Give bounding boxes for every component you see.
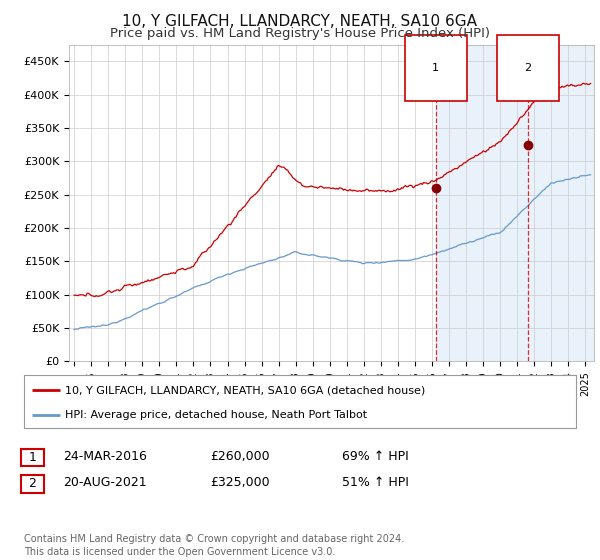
Bar xyxy=(436,45,594,361)
Text: Price paid vs. HM Land Registry's House Price Index (HPI): Price paid vs. HM Land Registry's House … xyxy=(110,27,490,40)
Text: HPI: Average price, detached house, Neath Port Talbot: HPI: Average price, detached house, Neat… xyxy=(65,410,368,420)
Text: 24-MAR-2016: 24-MAR-2016 xyxy=(63,450,147,463)
Text: 20-AUG-2021: 20-AUG-2021 xyxy=(63,476,146,489)
Text: 10, Y GILFACH, LLANDARCY, NEATH, SA10 6GA: 10, Y GILFACH, LLANDARCY, NEATH, SA10 6G… xyxy=(122,14,478,29)
Text: 10, Y GILFACH, LLANDARCY, NEATH, SA10 6GA (detached house): 10, Y GILFACH, LLANDARCY, NEATH, SA10 6G… xyxy=(65,385,425,395)
Text: 2: 2 xyxy=(524,63,532,73)
Text: £260,000: £260,000 xyxy=(210,450,269,463)
Text: 51% ↑ HPI: 51% ↑ HPI xyxy=(342,476,409,489)
Text: 69% ↑ HPI: 69% ↑ HPI xyxy=(342,450,409,463)
Text: 1: 1 xyxy=(433,63,439,73)
Text: 2: 2 xyxy=(28,477,37,491)
Text: £325,000: £325,000 xyxy=(210,476,269,489)
Text: 1: 1 xyxy=(28,451,37,464)
Text: Contains HM Land Registry data © Crown copyright and database right 2024.
This d: Contains HM Land Registry data © Crown c… xyxy=(24,534,404,557)
